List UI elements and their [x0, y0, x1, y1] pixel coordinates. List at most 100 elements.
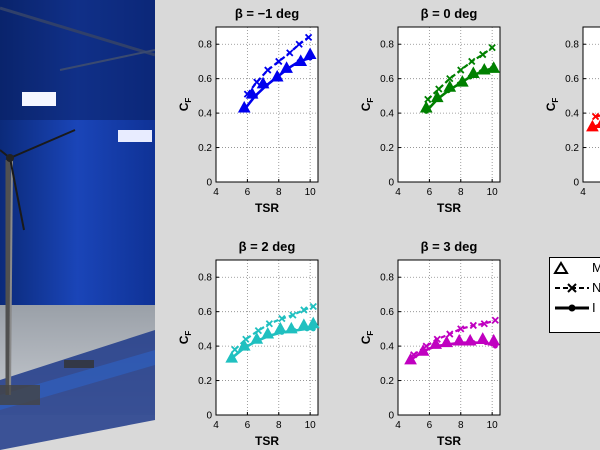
series-point-m — [476, 332, 490, 344]
y-tick-label: 0.8 — [380, 273, 394, 284]
series-point-m — [443, 80, 457, 92]
series-point-m — [477, 63, 491, 75]
series-point-n — [479, 50, 487, 59]
y-axis-label: CF — [544, 98, 560, 112]
x-tick-label: 4 — [395, 187, 401, 198]
plot-area — [216, 27, 318, 182]
x-marker-stroke — [286, 49, 294, 57]
y-tick-label: 0 — [206, 178, 212, 189]
series-point-m — [261, 327, 275, 339]
series-point-n — [286, 49, 294, 57]
y-tick-label: 0.6 — [198, 307, 212, 318]
series-point-m — [250, 332, 264, 344]
series-point-m — [463, 333, 477, 346]
series-point-m — [487, 333, 501, 346]
series-point-n — [591, 112, 600, 121]
chart-panel: 40 0.2 0.4 0.6 0.8 CF — [544, 26, 600, 198]
legend-item-i: I — [550, 300, 600, 316]
x-marker-stroke — [253, 78, 261, 86]
chart-panel: 4 6 8 10 0 0.2 0.4 0.6 0.8 β = 2 deg TSR CF — [177, 239, 320, 448]
triangle-marker-icon — [553, 261, 569, 274]
x-marker-stroke — [275, 57, 283, 66]
x-axis-label: TSR — [255, 434, 279, 448]
series-point-n — [231, 345, 239, 354]
y-tick-label: 0.4 — [198, 342, 212, 353]
x-marker-stroke — [488, 44, 496, 52]
series-point-m — [284, 321, 298, 334]
x-tick-label: 10 — [305, 187, 317, 198]
x-marker-stroke — [278, 314, 286, 323]
panel-title: β = −1 deg — [235, 6, 299, 21]
x-marker-stroke — [265, 320, 273, 328]
x-marker-stroke — [424, 95, 432, 103]
y-tick-label: 0.6 — [565, 74, 579, 85]
x-marker-stroke — [300, 306, 308, 314]
y-tick-label: 0 — [206, 411, 212, 422]
plot-frame — [397, 259, 501, 416]
series-point-n — [446, 75, 454, 83]
series-point-n — [289, 311, 297, 319]
series-point-m — [404, 352, 417, 365]
series-point-m — [595, 119, 600, 128]
series-point-m — [294, 54, 308, 66]
series-point-n — [265, 320, 273, 328]
x-marker-stroke — [491, 316, 499, 324]
series-point-n — [480, 320, 488, 328]
chart-panel: 4 6 8 10 0 0.2 0.4 0.6 0.8 β = 0 deg TSR CF — [359, 6, 501, 215]
series-point-n — [488, 44, 496, 52]
x-marker-stroke — [295, 40, 303, 48]
plot-area — [398, 27, 500, 182]
x-tick-label: 4 — [580, 187, 586, 198]
series-point-n — [435, 85, 443, 93]
legend-label: I — [592, 300, 596, 315]
plot-frame — [215, 259, 319, 416]
y-tick-label: 0 — [388, 411, 394, 422]
x-marker-stroke — [264, 66, 272, 74]
series-point-n — [424, 95, 432, 103]
series-point-n — [264, 66, 272, 74]
series-point-m — [306, 316, 320, 329]
solid-dot-line-icon — [555, 304, 589, 312]
y-axis-label: CF — [359, 98, 375, 112]
x-marker-stroke — [304, 33, 313, 41]
y-tick-label: 0.8 — [198, 40, 212, 51]
y-axis-label: CF — [359, 331, 375, 345]
series-point-m — [430, 90, 444, 103]
series-point-m — [245, 87, 259, 99]
dashed-x-line-icon — [555, 283, 589, 293]
x-tick-label: 4 — [213, 420, 219, 431]
chart-panel: 4 6 8 10 0 0.2 0.4 0.6 0.8 β = 3 deg TSR CF — [359, 239, 501, 448]
series-point-n — [300, 306, 308, 314]
series-point-m — [466, 66, 480, 78]
series-point-m — [487, 61, 501, 73]
x-marker-stroke — [435, 85, 443, 93]
series-point-m — [256, 76, 270, 89]
series-point-m — [586, 119, 599, 132]
x-marker-stroke — [231, 345, 239, 354]
x-axis-label: TSR — [255, 201, 279, 215]
series-point-n — [304, 33, 313, 41]
wind-tunnel-photo — [0, 0, 155, 450]
x-tick-label: 10 — [487, 187, 499, 198]
x-tick-label: 6 — [245, 187, 251, 198]
x-axis-label: TSR — [437, 434, 461, 448]
x-marker-stroke — [289, 311, 297, 319]
y-tick-label: 0.2 — [565, 143, 579, 154]
plot-area — [583, 27, 600, 182]
y-tick-label: 0.4 — [198, 109, 212, 120]
series-point-n — [457, 325, 465, 333]
y-tick-label: 0.6 — [380, 74, 394, 85]
x-tick-label: 8 — [458, 187, 464, 198]
chart-panel: 4 6 8 10 0 0.2 0.4 0.6 0.8 β = −1 deg TSR CF — [177, 6, 319, 215]
series-point-m — [303, 47, 317, 60]
x-tick-label: 8 — [458, 420, 464, 431]
x-marker-stroke — [457, 325, 465, 333]
y-tick-label: 0.4 — [565, 109, 579, 120]
y-tick-label: 0.4 — [380, 342, 394, 353]
x-marker-stroke — [309, 302, 317, 311]
x-tick-label: 10 — [487, 420, 499, 431]
series-point-n — [253, 78, 261, 86]
x-tick-label: 10 — [305, 420, 317, 431]
x-marker-stroke — [446, 75, 454, 83]
